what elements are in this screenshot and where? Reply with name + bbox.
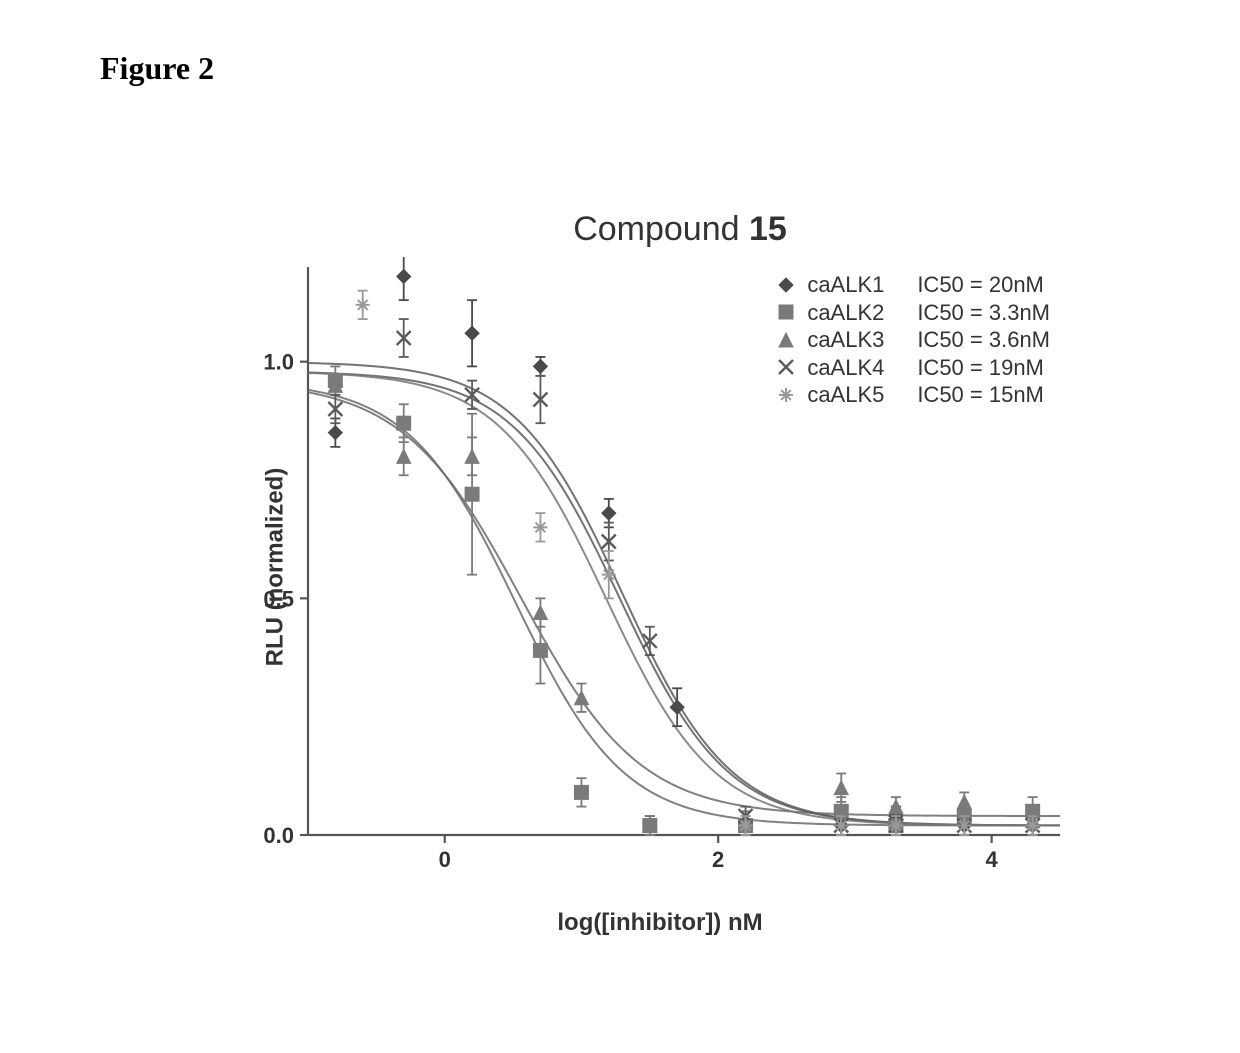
legend-series-name: caALK5 bbox=[807, 381, 907, 409]
x-axis-label: log([inhibitor]) nM bbox=[557, 909, 762, 937]
legend-series-name: caALK4 bbox=[807, 354, 907, 382]
legend-row-caalk2: caALK2 IC50 = 3.3nM bbox=[775, 299, 1050, 327]
legend-series-name: caALK1 bbox=[807, 271, 907, 299]
legend-row-caalk3: caALK3 IC50 = 3.6nM bbox=[775, 326, 1050, 354]
svg-text:2: 2 bbox=[712, 847, 724, 872]
legend-ic50: IC50 = 3.3nM bbox=[917, 299, 1050, 327]
legend-ic50: IC50 = 15nM bbox=[917, 381, 1044, 409]
chart-title-prefix: Compound bbox=[573, 210, 749, 248]
chart-title-number: 15 bbox=[749, 210, 787, 248]
legend-ic50: IC50 = 20nM bbox=[917, 271, 1044, 299]
legend-marker-icon bbox=[775, 301, 797, 323]
legend-series-name: caALK3 bbox=[807, 326, 907, 354]
legend-series-name: caALK2 bbox=[807, 299, 907, 327]
svg-text:1.0: 1.0 bbox=[263, 350, 294, 375]
legend-marker-icon bbox=[775, 356, 797, 378]
legend-marker-icon bbox=[775, 274, 797, 296]
legend-row-caalk1: caALK1 IC50 = 20nM bbox=[775, 271, 1050, 299]
legend-ic50: IC50 = 19nM bbox=[917, 354, 1044, 382]
plot-area: RLU (normalized) 0.00.51.0024 log([inhib… bbox=[250, 257, 1070, 877]
svg-text:0: 0 bbox=[439, 847, 451, 872]
legend-marker-icon bbox=[775, 384, 797, 406]
legend-row-caalk4: caALK4 IC50 = 19nM bbox=[775, 354, 1050, 382]
y-axis-label: RLU (normalized) bbox=[261, 468, 289, 667]
svg-text:0.0: 0.0 bbox=[263, 823, 294, 848]
legend-row-caalk5: caALK5 IC50 = 15nM bbox=[775, 381, 1050, 409]
legend: caALK1IC50 = 20nMcaALK2IC50 = 3.3nMcaALK… bbox=[775, 271, 1050, 409]
chart-title: Compound 15 bbox=[260, 210, 1100, 249]
legend-marker-icon bbox=[775, 329, 797, 351]
legend-ic50: IC50 = 3.6nM bbox=[917, 326, 1050, 354]
figure-label: Figure 2 bbox=[100, 50, 214, 87]
chart-container: Compound 15 RLU (normalized) 0.00.51.002… bbox=[140, 210, 1100, 980]
svg-text:4: 4 bbox=[986, 847, 999, 872]
